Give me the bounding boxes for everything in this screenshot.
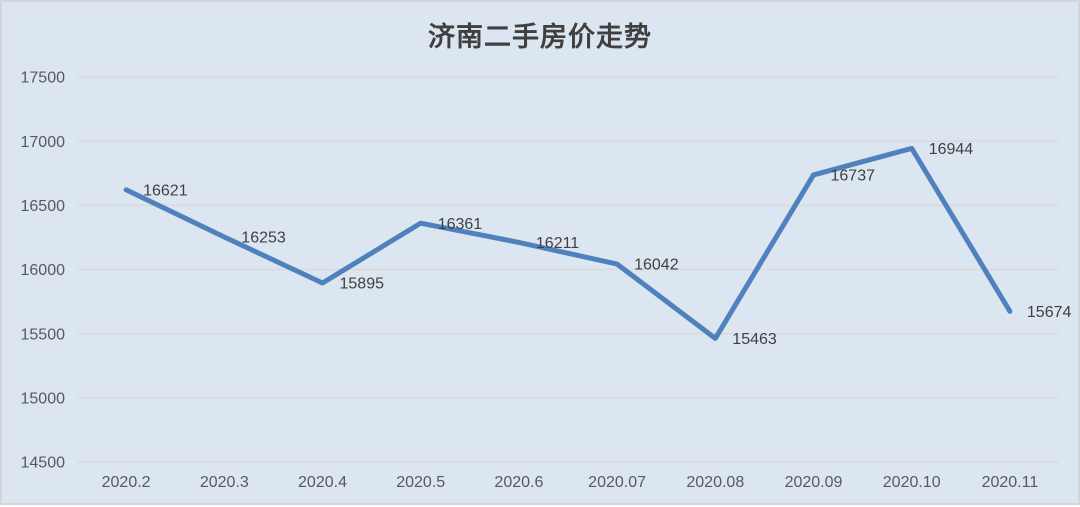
x-axis-tick-label: 2020.09 <box>785 474 843 491</box>
x-axis-tick-label: 2020.6 <box>494 474 543 491</box>
y-axis-tick-label: 17500 <box>21 70 66 87</box>
data-label: 15463 <box>732 331 777 348</box>
data-label: 16042 <box>634 257 679 274</box>
y-axis-tick-label: 15500 <box>21 326 66 343</box>
x-axis-tick-label: 2020.4 <box>298 474 347 491</box>
y-axis-tick-label: 14500 <box>21 455 66 472</box>
price-line-series <box>123 145 1013 341</box>
data-label: 16253 <box>241 230 286 247</box>
data-label: 16211 <box>536 235 579 252</box>
x-axis-tick-label: 2020.07 <box>588 474 646 491</box>
data-label: 16737 <box>831 168 876 185</box>
chart-title: 济南二手房价走势 <box>428 22 652 53</box>
x-axis-tick-label: 2020.3 <box>200 474 249 491</box>
x-axis-tick-label: 2020.5 <box>396 474 445 491</box>
data-label: 16361 <box>438 216 483 233</box>
data-label: 16944 <box>929 141 974 158</box>
x-axis-tick-label: 2020.11 <box>982 474 1039 491</box>
x-axis-tick-label: 2020.10 <box>883 474 941 491</box>
data-label: 15895 <box>340 276 385 293</box>
x-axis-tick-label: 2020.08 <box>686 474 744 491</box>
x-axis-tick-label: 2020.2 <box>102 474 151 491</box>
data-label: 15674 <box>1027 304 1072 321</box>
y-axis-tick-label: 15000 <box>21 390 66 407</box>
data-label: 16621 <box>143 182 188 199</box>
y-axis-tick-label: 17000 <box>21 134 66 151</box>
y-axis-tick-label: 16000 <box>21 262 66 279</box>
y-axis-tick-label: 16500 <box>21 198 66 215</box>
